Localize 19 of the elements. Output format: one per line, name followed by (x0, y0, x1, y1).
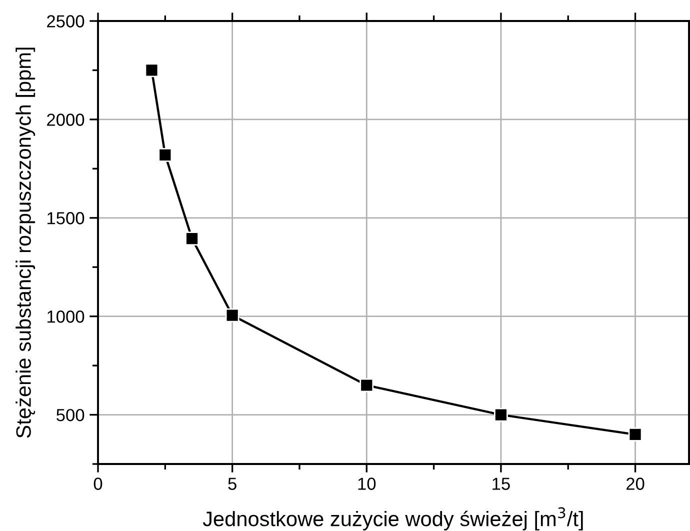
point (185, 232, 199, 246)
y-tick-label: 1000 (48, 310, 84, 323)
x-axis-title: Jednostkowe zużycie wody świeżej [m$^{3}$/t] (202, 507, 583, 530)
point (225, 308, 240, 322)
point (158, 148, 172, 162)
x-tick-label: 15 (492, 478, 510, 490)
y-tick-label: 1500 (48, 212, 84, 224)
x-tick-label: 20 (626, 478, 644, 490)
y-tick-label: 2000 (47, 114, 84, 126)
y-tick-label: 2500 (47, 15, 84, 28)
point (494, 408, 508, 422)
point (628, 428, 642, 442)
x-tick-label: 5 (228, 478, 236, 490)
x-tick-label: 10 (358, 478, 376, 490)
y-tick-label: 500 (56, 408, 84, 422)
point (144, 63, 159, 78)
y-axis-title: Stężenie substancji rozpuszczonych [ppm] (16, 48, 36, 438)
x-tick-label: 0 (94, 478, 102, 490)
point (360, 378, 374, 392)
